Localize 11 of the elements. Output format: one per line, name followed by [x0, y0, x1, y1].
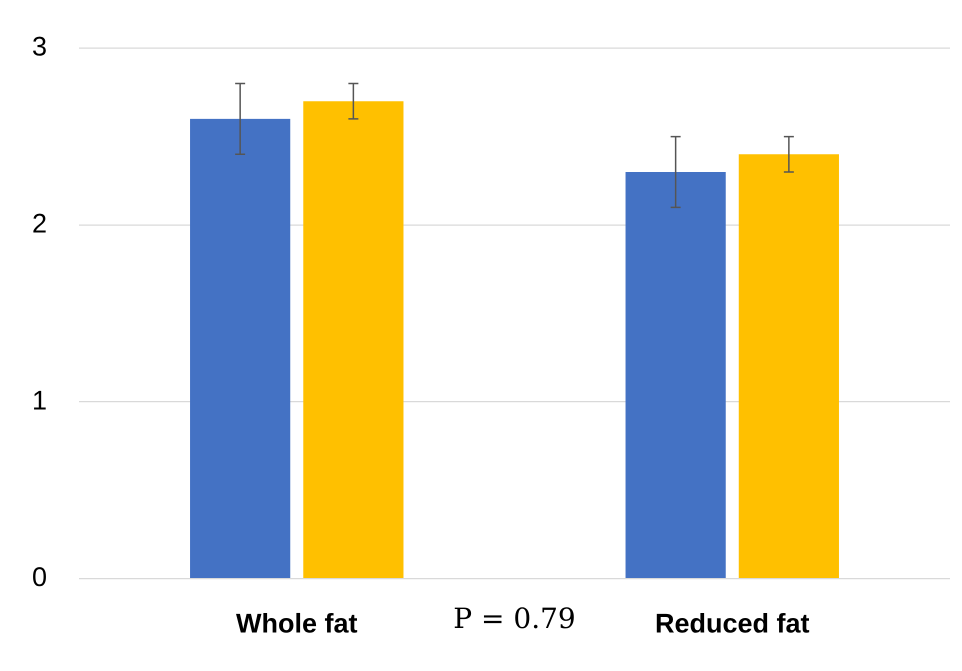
bar [626, 172, 726, 578]
y-tick-label: 1 [32, 385, 48, 416]
bar [190, 118, 290, 578]
y-tick-label: 2 [32, 208, 48, 238]
x-tick-label: Reduced fat [654, 608, 810, 638]
y-tick-label: 3 [32, 32, 48, 62]
bar [738, 154, 839, 578]
x-tick-label: Whole fat [236, 608, 358, 638]
bar [303, 101, 404, 578]
y-tick-label: 0 [32, 562, 48, 592]
text: P = 0.79 [453, 602, 576, 635]
